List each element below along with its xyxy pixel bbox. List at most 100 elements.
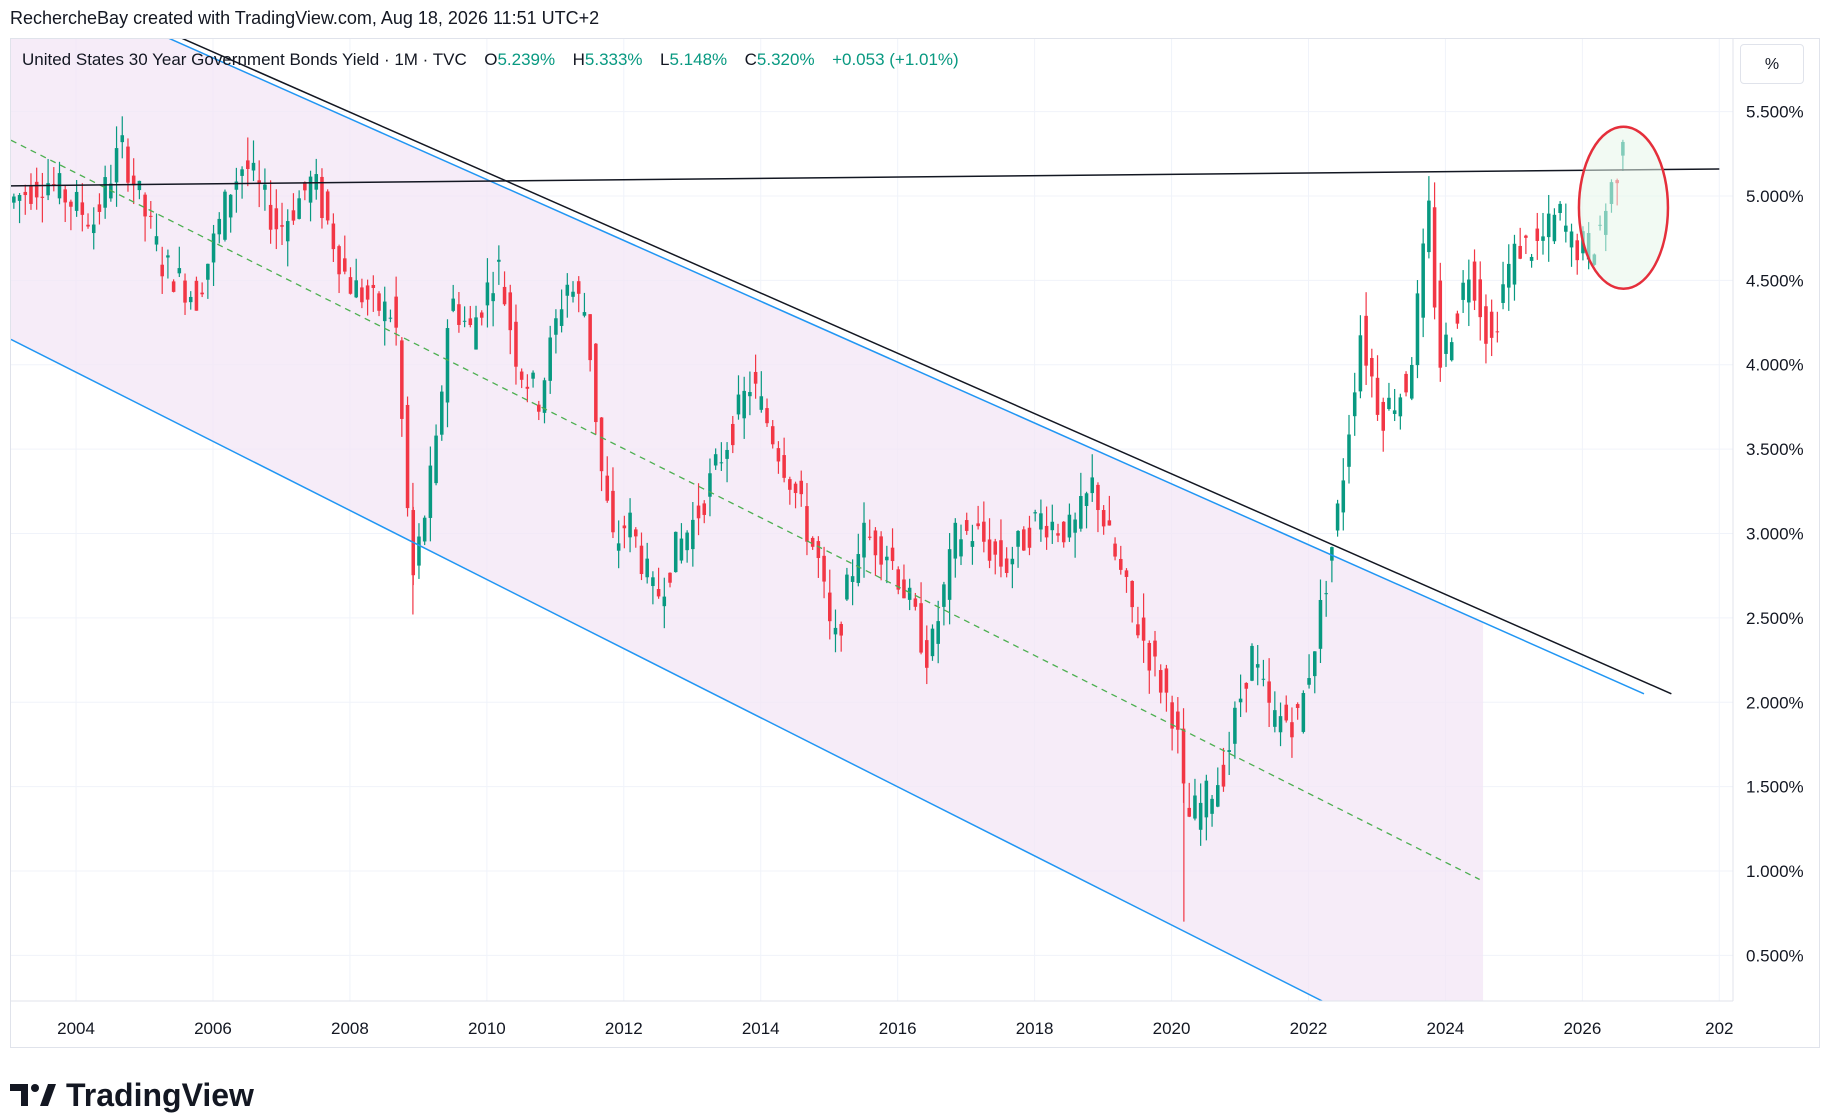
price-axis-label: 0.500% bbox=[1746, 946, 1804, 965]
candle-body bbox=[200, 292, 204, 295]
candle-body bbox=[1501, 284, 1505, 303]
legend-open-label: O bbox=[484, 50, 498, 69]
price-axis-label: 4.000% bbox=[1746, 356, 1804, 375]
candle-body bbox=[440, 391, 444, 435]
candle-body bbox=[1467, 279, 1471, 303]
candle-body bbox=[1404, 373, 1408, 393]
time-axis-label: 2018 bbox=[1016, 1019, 1054, 1038]
candle-body bbox=[1096, 484, 1100, 511]
candle-body bbox=[1312, 651, 1317, 677]
candle-body bbox=[1244, 682, 1249, 689]
unit-toggle-button[interactable]: % bbox=[1740, 44, 1804, 84]
candle-body bbox=[1113, 543, 1117, 557]
candle-body bbox=[833, 627, 838, 635]
candle-body bbox=[143, 194, 147, 217]
candle-body bbox=[1541, 236, 1545, 241]
candle-body bbox=[1432, 207, 1437, 308]
candle-body bbox=[343, 258, 347, 272]
candle-body bbox=[776, 448, 781, 462]
candle-body bbox=[565, 284, 570, 296]
candle-body bbox=[736, 394, 741, 415]
candle-body bbox=[594, 343, 598, 423]
candle-body bbox=[325, 191, 330, 221]
candle-body bbox=[651, 577, 655, 587]
candle-body bbox=[1090, 477, 1095, 494]
candle-body bbox=[126, 146, 130, 183]
chart-frame[interactable] bbox=[10, 38, 1820, 1048]
candle-body bbox=[525, 386, 530, 389]
candle-body bbox=[1318, 599, 1323, 649]
candle-body bbox=[1324, 593, 1328, 595]
candle-body bbox=[1301, 693, 1306, 732]
candle-body bbox=[1478, 279, 1483, 318]
candle-body bbox=[86, 224, 90, 227]
candle-body bbox=[628, 512, 632, 538]
legend-close-value: 5.320% bbox=[756, 50, 815, 69]
candle-body bbox=[1455, 313, 1460, 324]
candle-body bbox=[171, 281, 176, 292]
candle-body bbox=[1016, 530, 1020, 547]
candle-body bbox=[805, 506, 809, 542]
candle-body bbox=[206, 263, 210, 280]
legend-high-label: H bbox=[572, 50, 585, 69]
legend-close-label: C bbox=[744, 50, 757, 69]
candle-body bbox=[605, 475, 610, 501]
candle-body bbox=[211, 233, 216, 263]
candle-body bbox=[1278, 716, 1283, 733]
candle-body bbox=[1347, 434, 1351, 467]
candle-body bbox=[713, 454, 718, 466]
candle-body bbox=[228, 194, 233, 218]
candle-body bbox=[999, 540, 1003, 567]
candle-body bbox=[337, 246, 341, 275]
candle-body bbox=[246, 160, 250, 169]
tradingview-logo[interactable]: TradingView bbox=[10, 1075, 254, 1115]
candle-body bbox=[1512, 243, 1517, 285]
candle-body bbox=[1284, 704, 1289, 721]
candle-body bbox=[622, 525, 627, 529]
legend-low-label: L bbox=[660, 50, 670, 69]
candle-body bbox=[1130, 580, 1134, 608]
candle-body bbox=[297, 198, 301, 219]
channel-upper-line bbox=[168, 39, 1645, 695]
candle-body bbox=[1101, 510, 1106, 527]
candle-body bbox=[531, 372, 535, 379]
candle-body bbox=[114, 148, 119, 183]
candle-body bbox=[474, 317, 478, 350]
time-axis-label: 2004 bbox=[57, 1019, 95, 1038]
candle-body bbox=[1193, 795, 1197, 819]
candle-body bbox=[365, 285, 370, 300]
candle-body bbox=[274, 208, 279, 230]
candle-body bbox=[1438, 280, 1443, 368]
candle-body bbox=[485, 282, 490, 306]
candle-body bbox=[725, 449, 729, 459]
candle-body bbox=[1370, 357, 1374, 377]
candle-body bbox=[12, 196, 16, 203]
candle-body bbox=[217, 218, 222, 235]
candle-body bbox=[668, 572, 672, 583]
candle-body bbox=[554, 318, 558, 335]
candle-body bbox=[69, 201, 73, 207]
candle-body bbox=[462, 320, 467, 322]
candle-body bbox=[1187, 807, 1192, 817]
candle-body bbox=[839, 624, 843, 636]
candle-body bbox=[1495, 331, 1500, 333]
time-axis-label: 2024 bbox=[1427, 1019, 1465, 1038]
candle-body bbox=[1461, 282, 1465, 300]
candle-body bbox=[223, 191, 227, 240]
horizontal-resistance-line bbox=[11, 168, 1720, 187]
candle-body bbox=[29, 185, 33, 204]
candle-body bbox=[154, 236, 159, 245]
candle-body bbox=[930, 628, 935, 657]
candle-body bbox=[1107, 520, 1112, 526]
candle-body bbox=[1489, 311, 1494, 338]
candle-body bbox=[257, 180, 261, 184]
candle-body bbox=[947, 549, 952, 600]
candle-body bbox=[913, 598, 918, 607]
candle-body bbox=[1267, 681, 1271, 703]
candle-body bbox=[23, 191, 28, 196]
downtrend-line bbox=[181, 39, 1672, 695]
legend-change: +0.053 (+1.01%) bbox=[832, 50, 959, 69]
candle-body bbox=[1392, 410, 1397, 414]
candle-body bbox=[263, 184, 267, 190]
